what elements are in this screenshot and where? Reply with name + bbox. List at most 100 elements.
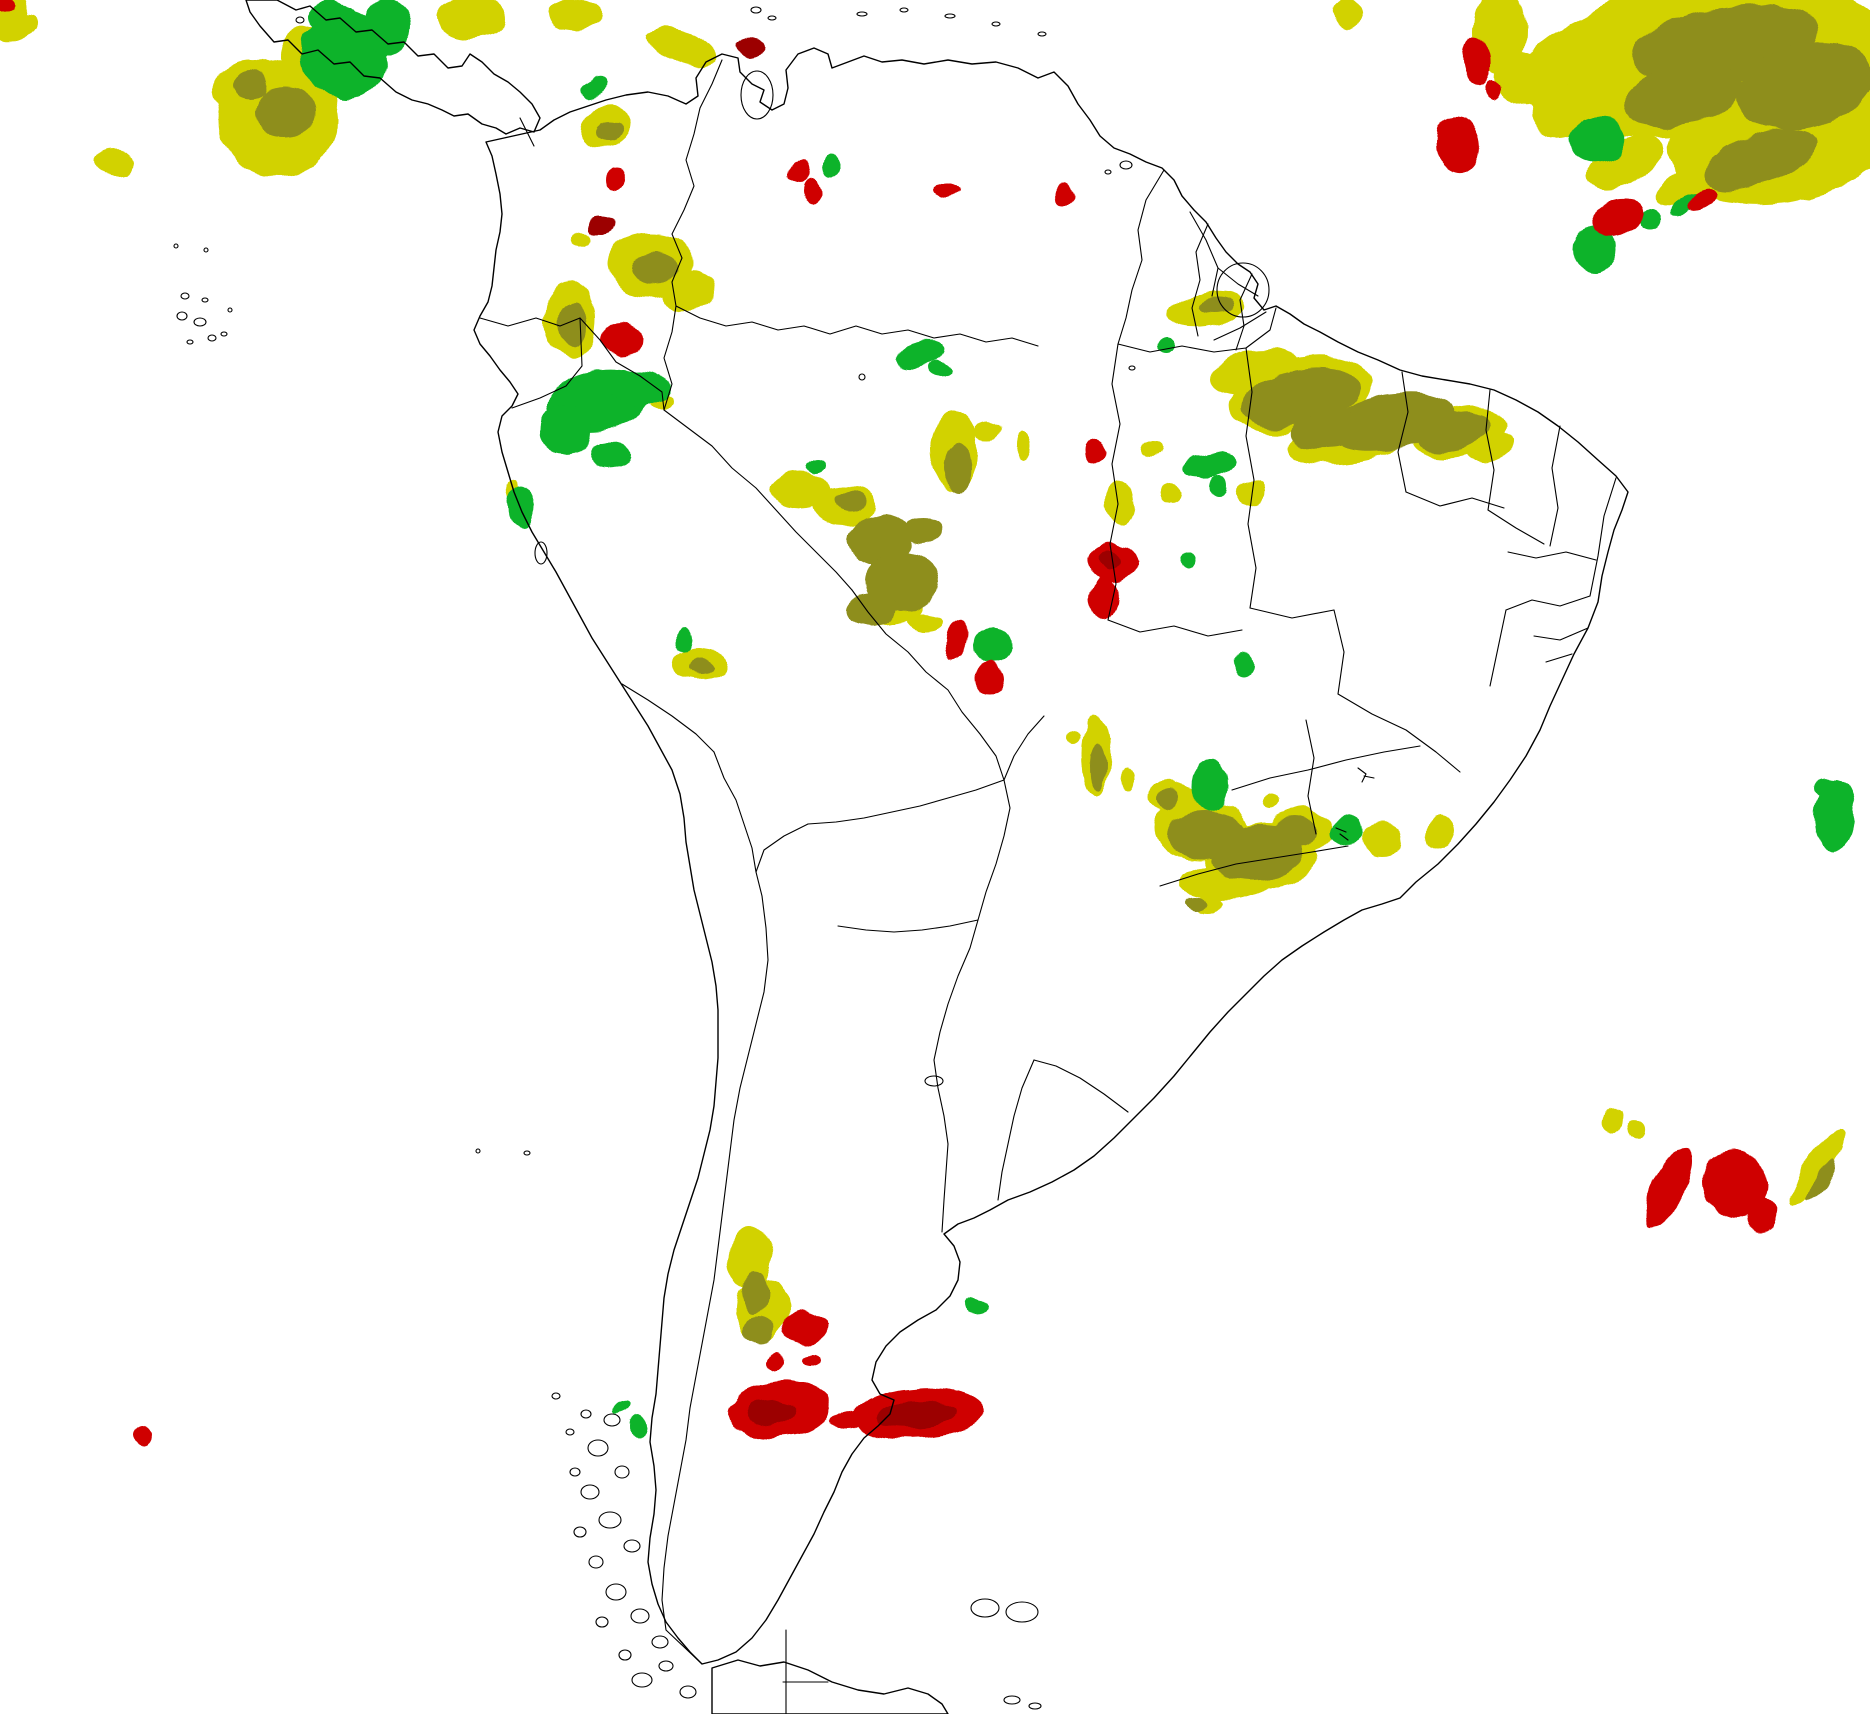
weather-cell-moderate <box>1495 48 1549 108</box>
island-outline <box>173 243 179 249</box>
island-outline <box>899 7 909 13</box>
weather-cell-light <box>1208 476 1226 496</box>
weather-cell-intense <box>975 661 1005 695</box>
island-outline <box>598 1511 622 1529</box>
country-border <box>1533 627 1589 641</box>
country-border <box>1507 551 1597 561</box>
country-border <box>1335 827 1349 841</box>
weather-cell-moderate-core <box>232 71 268 99</box>
country-border <box>1107 343 1121 621</box>
weather-cell-moderate-core <box>255 86 315 138</box>
island-outline <box>858 373 866 381</box>
weather-cell-intense <box>1703 1149 1767 1217</box>
weather-cell-intense-core <box>875 1401 955 1429</box>
country-border <box>1189 211 1219 297</box>
weather-cell-intense-core <box>746 1399 798 1427</box>
island-outline <box>603 1413 621 1427</box>
country-border <box>1487 509 1545 545</box>
weather-cell-moderate <box>647 28 717 66</box>
weather-cell-intense <box>803 180 821 204</box>
weather-cell-light <box>1329 817 1363 843</box>
island-outline <box>180 292 190 300</box>
island-outline <box>551 1392 561 1400</box>
weather-cell-light <box>612 1400 632 1416</box>
island-outline <box>1119 160 1133 170</box>
weather-cell-intense <box>1593 198 1643 238</box>
country-border <box>807 779 1005 825</box>
weather-cell-moderate <box>975 420 1001 440</box>
country-border <box>1549 425 1561 547</box>
country-border <box>621 683 715 753</box>
weather-cell-light <box>630 1416 646 1438</box>
weather-cell-intense <box>800 1353 820 1365</box>
country-border <box>1213 311 1267 341</box>
weather-cell-moderate-core <box>596 120 624 140</box>
weather-cell-moderate-core <box>559 303 587 347</box>
weather-cell-moderate-core <box>687 659 713 675</box>
country-border <box>511 317 583 409</box>
country-border <box>675 305 1039 347</box>
island-outline <box>580 1484 600 1500</box>
weather-cell-moderate-core <box>1090 746 1106 790</box>
island-outline <box>176 311 188 321</box>
weather-cell-light <box>1813 778 1837 798</box>
weather-cell-intense <box>0 0 17 10</box>
weather-cell-intense-core <box>586 217 618 235</box>
south-america-coastline <box>473 47 1629 1665</box>
island-outline <box>588 1555 604 1569</box>
weather-cell-light <box>1184 452 1236 478</box>
weather-cell-light <box>1156 337 1176 355</box>
country-border <box>1217 267 1259 297</box>
country-border <box>851 589 1005 781</box>
weather-cell-moderate <box>1626 1121 1644 1139</box>
country-border <box>837 919 979 933</box>
island-outline <box>1028 1702 1042 1710</box>
weather-cell-moderate-core <box>834 491 866 513</box>
central-america-coastline <box>245 0 541 135</box>
island-outline <box>1128 365 1136 371</box>
weather-cell-intense <box>830 1412 862 1430</box>
weather-cell-moderate <box>572 231 590 245</box>
weather-cell-moderate <box>549 0 601 31</box>
island-outline <box>767 15 777 21</box>
country-border <box>1245 347 1257 609</box>
island-outline <box>924 1075 944 1087</box>
island-outline <box>569 1467 581 1477</box>
weather-cell-light <box>963 1299 989 1313</box>
weather-cell-intense <box>1642 1148 1694 1228</box>
country-border <box>1107 619 1243 637</box>
weather-cell-moderate-core <box>902 520 942 544</box>
weather-cell-moderate <box>1162 483 1182 505</box>
weather-cell-light <box>928 362 954 378</box>
weather-cell-moderate-core <box>1273 818 1317 846</box>
island-outline <box>630 1608 650 1624</box>
island-outline <box>534 541 548 565</box>
weather-cell-light <box>1192 759 1228 811</box>
country-border <box>663 409 853 591</box>
weather-cell-moderate <box>1064 729 1080 743</box>
weather-cell-moderate <box>0 13 39 43</box>
weather-cell-light <box>610 370 670 406</box>
weather-cell-light <box>822 155 838 177</box>
country-border <box>479 317 581 327</box>
island-outline <box>1104 169 1112 175</box>
weather-cell-intense <box>131 1426 153 1448</box>
weather-cell-intense <box>790 160 810 184</box>
weather-cell-moderate <box>907 611 943 631</box>
country-border <box>1405 491 1505 509</box>
country-border <box>1117 169 1165 345</box>
island-outline <box>193 317 207 327</box>
weather-cell-light <box>806 457 826 473</box>
country-border <box>1337 693 1461 773</box>
country-border <box>579 317 665 411</box>
country-border <box>1235 273 1253 351</box>
country-border <box>755 823 809 873</box>
weather-cell-moderate-core <box>631 252 679 284</box>
country-border <box>661 895 769 1665</box>
weather-cell-moderate <box>1105 478 1135 526</box>
tierra-del-fuego-coastline <box>711 1659 949 1714</box>
island-outline <box>618 1649 632 1661</box>
country-border <box>997 1059 1035 1201</box>
weather-cell-moderate <box>1427 815 1453 849</box>
